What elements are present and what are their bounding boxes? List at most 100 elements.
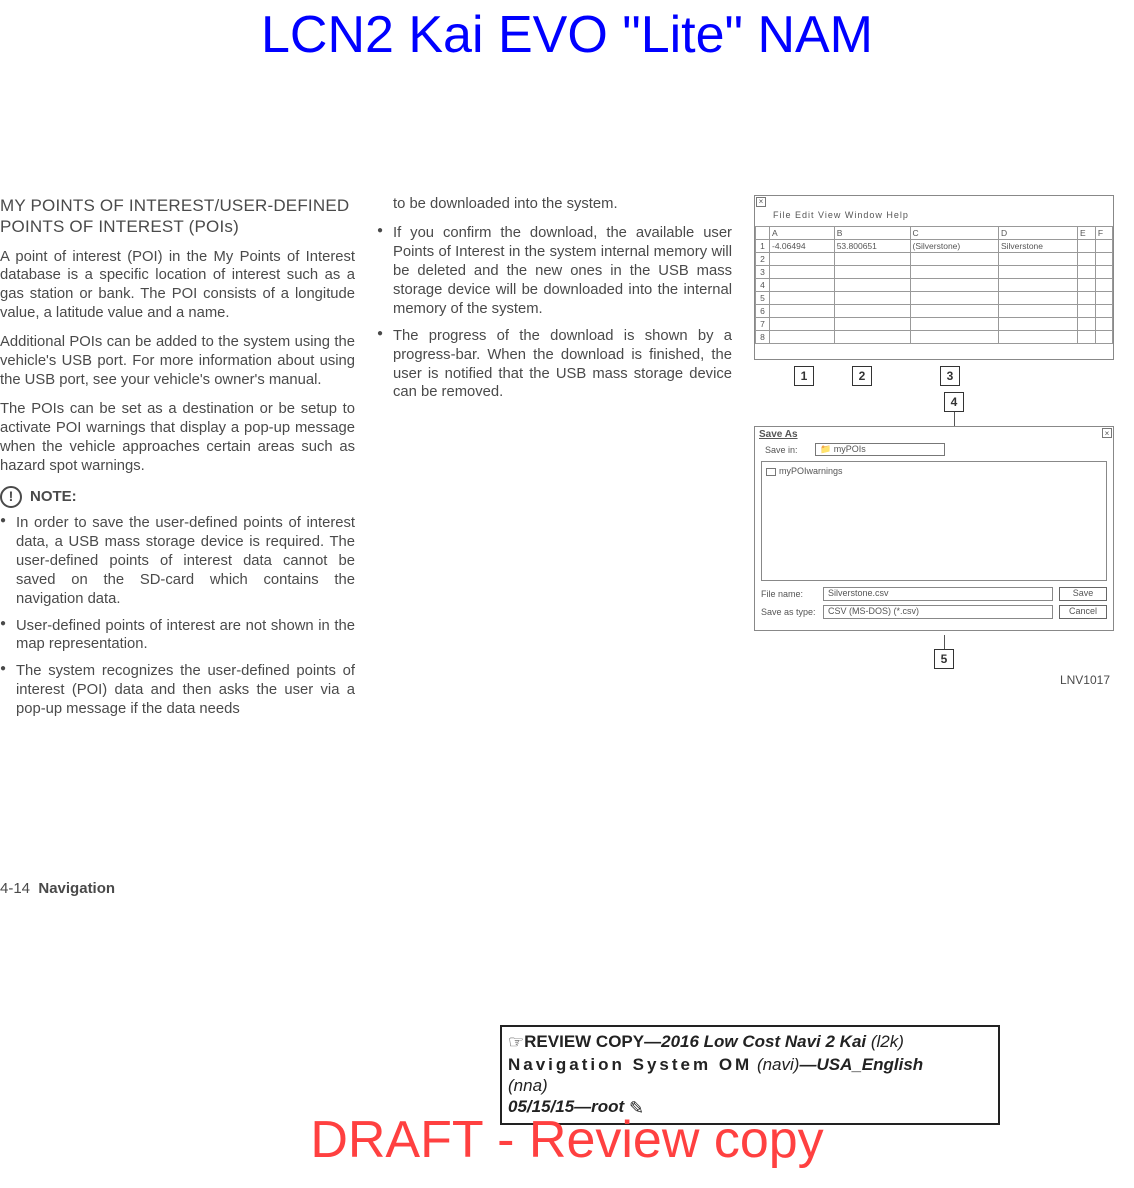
cell <box>998 253 1077 266</box>
cell <box>998 266 1077 279</box>
table-row: 1-4.0649453.800651(Silverstone)Silversto… <box>756 240 1113 253</box>
folder-name: myPOIwarnings <box>779 466 843 476</box>
cell <box>770 318 835 331</box>
cell <box>834 331 910 344</box>
review-text: (navi) <box>752 1055 799 1074</box>
cell: 3 <box>756 266 770 279</box>
callout-line <box>944 635 945 649</box>
cell <box>834 253 910 266</box>
cell <box>998 331 1077 344</box>
table-row: 3 <box>756 266 1113 279</box>
cell <box>770 266 835 279</box>
cell <box>1077 292 1095 305</box>
bullets: If you confirm the download, the availab… <box>377 224 732 402</box>
cell: 4 <box>756 279 770 292</box>
review-text: REVIEW COPY— <box>524 1032 661 1051</box>
callout-5: 5 <box>934 649 954 669</box>
cell <box>770 292 835 305</box>
figure: × File Edit View Window Help A B C D E F… <box>754 195 1114 727</box>
cell <box>1077 305 1095 318</box>
cell <box>1095 292 1112 305</box>
column-1: MY POINTS OF INTEREST/USER-DEFINED POINT… <box>0 195 355 727</box>
list-item: If you confirm the download, the availab… <box>377 224 732 319</box>
cell <box>910 253 998 266</box>
cell: C <box>910 227 998 240</box>
cell <box>910 292 998 305</box>
cell <box>1077 331 1095 344</box>
cell: E <box>1077 227 1095 240</box>
cell: Silverstone <box>998 240 1077 253</box>
callout-line <box>954 412 955 426</box>
savein-dropdown: 📁 myPOIs <box>815 443 945 456</box>
cell <box>998 292 1077 305</box>
cell: F <box>1095 227 1112 240</box>
filename-row: File name: Silverstone.csv Save <box>761 587 1107 601</box>
review-text: (l2k) <box>866 1032 904 1051</box>
review-text: 2016 Low Cost Navi 2 Kai <box>661 1032 866 1051</box>
column-2: to be downloaded into the system. If you… <box>377 195 732 727</box>
cell <box>1095 318 1112 331</box>
cell <box>998 318 1077 331</box>
cell: 5 <box>756 292 770 305</box>
callout-2: 2 <box>852 366 872 386</box>
table-row: 6 <box>756 305 1113 318</box>
cell <box>756 227 770 240</box>
cell <box>770 305 835 318</box>
cell <box>1077 253 1095 266</box>
paragraph: to be downloaded into the system. <box>393 195 732 214</box>
cell <box>834 279 910 292</box>
spreadsheet-grid: A B C D E F 1-4.0649453.800651(Silversto… <box>755 226 1113 344</box>
table-row: 8 <box>756 331 1113 344</box>
filename-input: Silverstone.csv <box>823 587 1053 601</box>
close-icon: × <box>756 197 766 207</box>
table-row: 5 <box>756 292 1113 305</box>
cell: 2 <box>756 253 770 266</box>
cell <box>910 279 998 292</box>
cancel-button: Cancel <box>1059 605 1107 619</box>
savetype-row: Save as type: CSV (MS-DOS) (*.csv) Cance… <box>761 605 1107 619</box>
table-row: 7 <box>756 318 1113 331</box>
cell <box>910 318 998 331</box>
content-area: MY POINTS OF INTEREST/USER-DEFINED POINT… <box>0 195 1134 727</box>
savein-label: Save in: <box>765 445 798 455</box>
cell <box>1095 253 1112 266</box>
cell: B <box>834 227 910 240</box>
list-item: The system recognizes the user-defined p… <box>0 662 355 719</box>
review-text: —USA_English <box>799 1055 923 1074</box>
callout-5-wrap: 5 <box>764 635 1124 669</box>
spreadsheet-window: × File Edit View Window Help A B C D E F… <box>754 195 1114 360</box>
cell <box>998 305 1077 318</box>
saveas-dialog: Save As × Save in: 📁 myPOIs myPOIwarning… <box>754 426 1114 631</box>
figure-id: LNV1017 <box>754 673 1114 687</box>
cell: D <box>998 227 1077 240</box>
cell <box>910 331 998 344</box>
menu-bar: File Edit View Window Help <box>773 210 909 220</box>
cell <box>834 318 910 331</box>
callouts-row: 1 2 3 <box>794 366 1114 386</box>
page-footer: 4-14 Navigation <box>0 880 115 897</box>
cell: 1 <box>756 240 770 253</box>
close-icon: × <box>1102 428 1112 438</box>
review-text: Navigation System OM <box>508 1055 752 1074</box>
cell <box>1077 266 1095 279</box>
table-row: 2 <box>756 253 1113 266</box>
cell <box>1095 266 1112 279</box>
section-heading: MY POINTS OF INTEREST/USER-DEFINED POINT… <box>0 195 355 238</box>
section-name: Navigation <box>38 880 115 897</box>
savetype-input: CSV (MS-DOS) (*.csv) <box>823 605 1053 619</box>
table-row: 4 <box>756 279 1113 292</box>
top-banner: LCN2 Kai EVO "Lite" NAM <box>0 0 1134 65</box>
cell <box>770 331 835 344</box>
page-number: 4-14 <box>0 880 30 897</box>
callout-4: 4 <box>944 392 964 412</box>
cell <box>1095 305 1112 318</box>
cell <box>1077 318 1095 331</box>
list-item: User-defined points of interest are not … <box>0 617 355 655</box>
cell: (Silverstone) <box>910 240 998 253</box>
cell <box>910 266 998 279</box>
note-header: ! NOTE: <box>0 486 355 508</box>
callout-3: 3 <box>940 366 960 386</box>
cell <box>910 305 998 318</box>
cell <box>1077 240 1095 253</box>
file-list: myPOIwarnings <box>761 461 1107 581</box>
